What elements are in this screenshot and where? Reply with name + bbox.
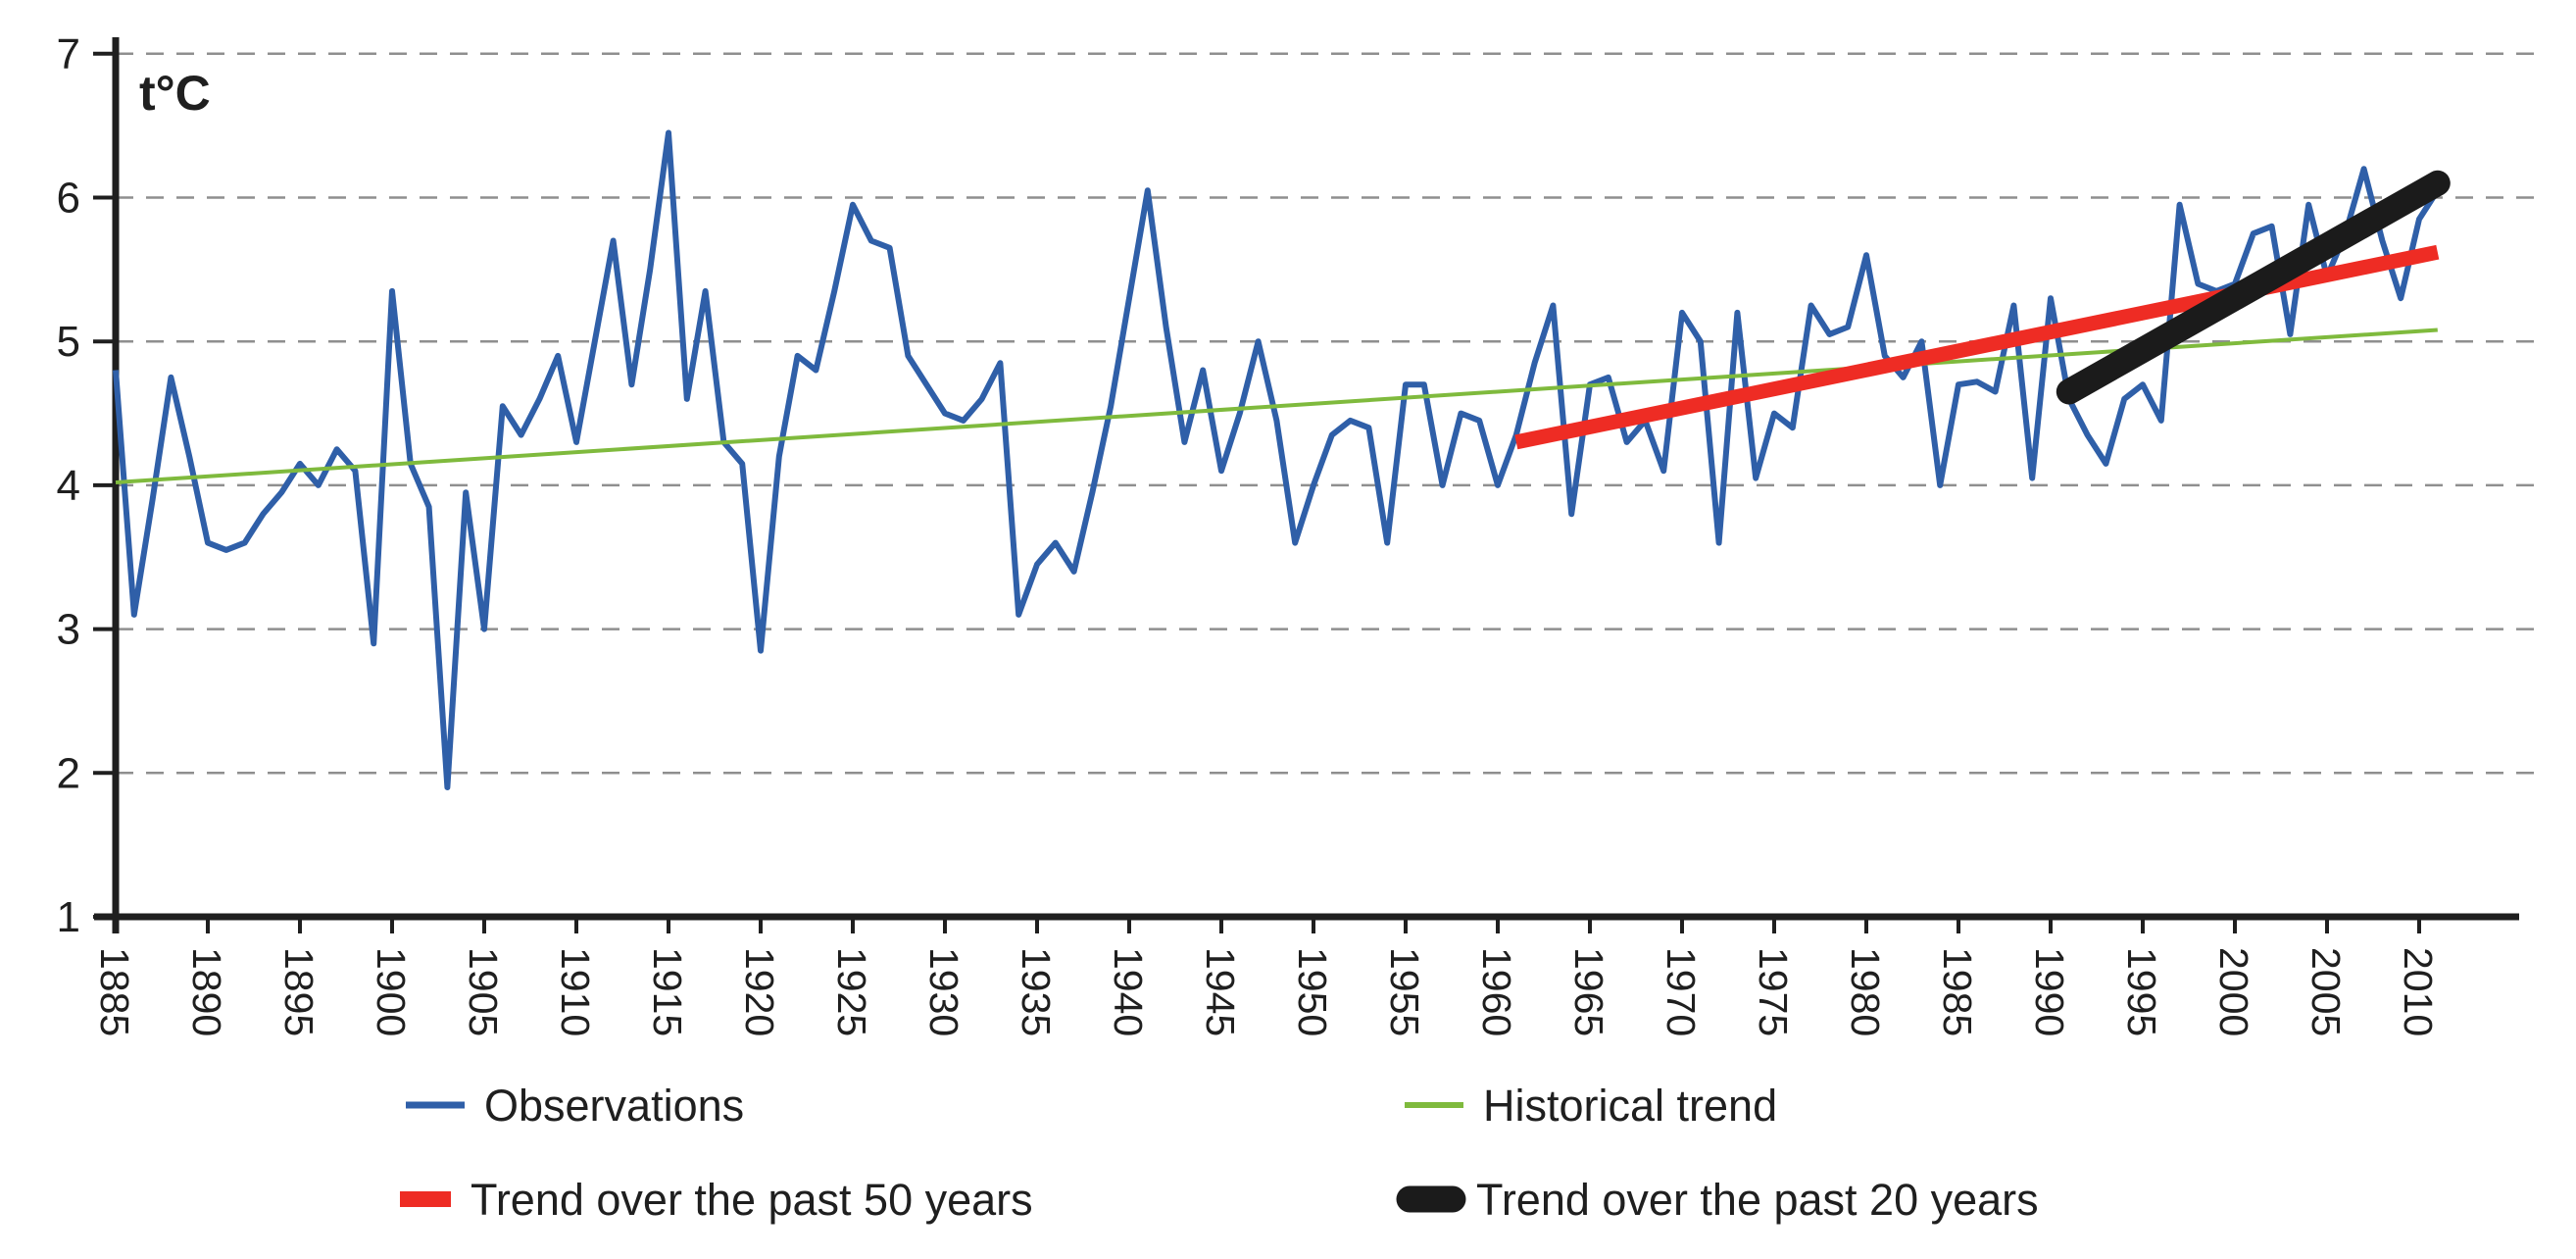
y-axis-label-4: 4 — [57, 462, 80, 510]
x-axis-label-1890: 1890 — [184, 947, 229, 1036]
x-axis-label-1945: 1945 — [1198, 947, 1243, 1036]
series-line-trend-over-the-past-20-years — [2056, 170, 2451, 405]
series-line-observations — [113, 129, 2441, 790]
series-line-trend-over-the-past-50-years — [1514, 244, 2440, 450]
x-axis-label-1915: 1915 — [645, 947, 690, 1036]
x-axis-label-1995: 1995 — [2119, 947, 2164, 1036]
x-axis-label-1960: 1960 — [1474, 947, 1519, 1036]
y-axis-unit-label: t°C — [139, 66, 211, 121]
x-axis-label-2000: 2000 — [2211, 947, 2256, 1036]
x-axis-label-2005: 2005 — [2304, 947, 2349, 1036]
y-axis-labels: 1 2 3 4 5 6 7 — [57, 30, 80, 941]
x-axis-label-1905: 1905 — [461, 947, 506, 1036]
x-axis-label-1885: 1885 — [92, 947, 137, 1036]
series-line-historical-trend — [115, 327, 2438, 484]
x-axis-labels: 1885 1890 1895 1900 1905 1910 1915 1920 1925 1930… — [92, 947, 2441, 1036]
axis-ticks — [93, 51, 2421, 933]
legend-label-historical-trend: Historical trend — [1483, 1081, 1777, 1131]
x-axis-label-1935: 1935 — [1014, 947, 1059, 1036]
y-axis-label-5: 5 — [57, 318, 80, 366]
x-axis-label-2010: 2010 — [2396, 947, 2441, 1036]
x-axis-label-1930: 1930 — [921, 947, 966, 1036]
y-axis-label-3: 3 — [57, 606, 80, 654]
x-axis-label-1920: 1920 — [737, 947, 782, 1036]
data-series — [113, 129, 2451, 790]
legend-label-trend-20-years: Trend over the past 20 years — [1476, 1175, 2039, 1225]
x-axis-label-1970: 1970 — [1659, 947, 1704, 1036]
x-axis-label-1990: 1990 — [2027, 947, 2072, 1036]
x-axis-label-1900: 1900 — [369, 947, 414, 1036]
legend: Observations Historical trend Trend over… — [400, 1081, 2039, 1225]
x-axis-label-1925: 1925 — [829, 947, 874, 1036]
legend-label-trend-50-years: Trend over the past 50 years — [471, 1175, 1033, 1225]
legend-label-observations: Observations — [484, 1081, 744, 1131]
x-axis-label-1910: 1910 — [553, 947, 598, 1036]
x-axis-label-1975: 1975 — [1751, 947, 1796, 1036]
x-axis-label-1955: 1955 — [1382, 947, 1427, 1036]
x-axis-label-1980: 1980 — [1843, 947, 1888, 1036]
x-axis-label-1985: 1985 — [1935, 947, 1980, 1036]
x-axis-label-1950: 1950 — [1290, 947, 1335, 1036]
x-axis-label-1965: 1965 — [1566, 947, 1611, 1036]
gridlines — [116, 52, 2541, 775]
y-axis-label-2: 2 — [57, 749, 80, 797]
y-axis-label-1: 1 — [57, 893, 80, 941]
x-axis-label-1940: 1940 — [1106, 947, 1151, 1036]
x-axis-label-1895: 1895 — [276, 947, 322, 1036]
y-axis-label-6: 6 — [57, 175, 80, 223]
y-axis-label-7: 7 — [57, 30, 80, 78]
